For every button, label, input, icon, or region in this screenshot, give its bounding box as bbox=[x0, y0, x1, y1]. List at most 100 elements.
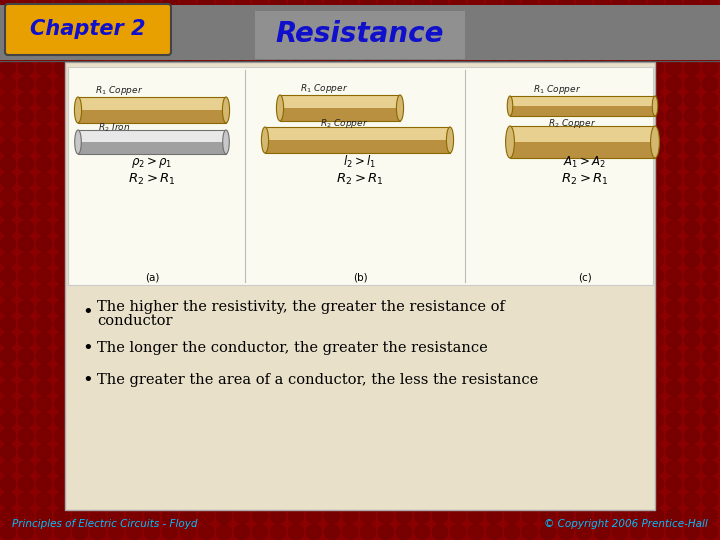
Circle shape bbox=[73, 205, 88, 219]
Circle shape bbox=[469, 429, 484, 443]
Circle shape bbox=[343, 0, 358, 11]
Circle shape bbox=[379, 492, 394, 508]
Circle shape bbox=[253, 524, 268, 539]
Circle shape bbox=[595, 220, 610, 235]
Circle shape bbox=[487, 237, 502, 252]
Circle shape bbox=[649, 220, 664, 235]
Circle shape bbox=[37, 461, 52, 476]
Circle shape bbox=[73, 285, 88, 300]
Circle shape bbox=[415, 285, 430, 300]
Circle shape bbox=[469, 205, 484, 219]
Circle shape bbox=[559, 0, 574, 11]
Text: Principles of Electric Circuits - Floyd: Principles of Electric Circuits - Floyd bbox=[12, 519, 197, 529]
Circle shape bbox=[415, 188, 430, 204]
Circle shape bbox=[199, 29, 214, 44]
Text: The greater the area of a conductor, the less the resistance: The greater the area of a conductor, the… bbox=[97, 373, 539, 387]
Circle shape bbox=[1, 188, 16, 204]
Circle shape bbox=[271, 220, 286, 235]
Circle shape bbox=[397, 413, 412, 428]
Circle shape bbox=[469, 509, 484, 523]
Circle shape bbox=[667, 268, 682, 284]
Text: conductor: conductor bbox=[97, 314, 173, 328]
Circle shape bbox=[559, 509, 574, 523]
Circle shape bbox=[145, 461, 160, 476]
Circle shape bbox=[487, 157, 502, 172]
Circle shape bbox=[343, 492, 358, 508]
Circle shape bbox=[397, 125, 412, 139]
Circle shape bbox=[433, 44, 448, 59]
Circle shape bbox=[55, 77, 70, 91]
Circle shape bbox=[487, 77, 502, 91]
Circle shape bbox=[361, 92, 376, 107]
Circle shape bbox=[271, 60, 286, 76]
Circle shape bbox=[703, 125, 718, 139]
Circle shape bbox=[451, 509, 466, 523]
Circle shape bbox=[415, 77, 430, 91]
Circle shape bbox=[667, 0, 682, 11]
Circle shape bbox=[217, 237, 232, 252]
Circle shape bbox=[397, 253, 412, 267]
Circle shape bbox=[685, 364, 700, 380]
Circle shape bbox=[199, 140, 214, 156]
Circle shape bbox=[451, 476, 466, 491]
Circle shape bbox=[379, 237, 394, 252]
Circle shape bbox=[541, 381, 556, 395]
Circle shape bbox=[595, 12, 610, 28]
Circle shape bbox=[307, 268, 322, 284]
Circle shape bbox=[451, 237, 466, 252]
Circle shape bbox=[91, 381, 106, 395]
Circle shape bbox=[235, 188, 250, 204]
Circle shape bbox=[289, 429, 304, 443]
Circle shape bbox=[19, 461, 34, 476]
Circle shape bbox=[37, 316, 52, 332]
Circle shape bbox=[253, 77, 268, 91]
Circle shape bbox=[145, 220, 160, 235]
Circle shape bbox=[703, 60, 718, 76]
Circle shape bbox=[343, 381, 358, 395]
Circle shape bbox=[487, 413, 502, 428]
Circle shape bbox=[487, 333, 502, 348]
Circle shape bbox=[325, 492, 340, 508]
Circle shape bbox=[325, 44, 340, 59]
Circle shape bbox=[667, 285, 682, 300]
Circle shape bbox=[451, 12, 466, 28]
Circle shape bbox=[361, 509, 376, 523]
Circle shape bbox=[397, 396, 412, 411]
Circle shape bbox=[181, 44, 196, 59]
Circle shape bbox=[325, 300, 340, 315]
Polygon shape bbox=[510, 106, 655, 116]
Circle shape bbox=[631, 77, 646, 91]
Circle shape bbox=[145, 253, 160, 267]
Circle shape bbox=[199, 364, 214, 380]
Circle shape bbox=[433, 492, 448, 508]
Circle shape bbox=[451, 461, 466, 476]
Circle shape bbox=[559, 364, 574, 380]
Circle shape bbox=[217, 509, 232, 523]
Text: The longer the conductor, the greater the resistance: The longer the conductor, the greater th… bbox=[97, 341, 487, 355]
Circle shape bbox=[649, 125, 664, 139]
Circle shape bbox=[1, 413, 16, 428]
Circle shape bbox=[73, 413, 88, 428]
Circle shape bbox=[703, 205, 718, 219]
Circle shape bbox=[415, 44, 430, 59]
Circle shape bbox=[379, 364, 394, 380]
Circle shape bbox=[343, 396, 358, 411]
Circle shape bbox=[487, 476, 502, 491]
Circle shape bbox=[163, 29, 178, 44]
Circle shape bbox=[181, 476, 196, 491]
Circle shape bbox=[91, 300, 106, 315]
Text: $R_2$ Iron: $R_2$ Iron bbox=[98, 121, 130, 133]
Circle shape bbox=[577, 333, 592, 348]
Circle shape bbox=[199, 188, 214, 204]
Circle shape bbox=[163, 509, 178, 523]
Circle shape bbox=[613, 476, 628, 491]
Circle shape bbox=[37, 396, 52, 411]
Circle shape bbox=[415, 316, 430, 332]
Circle shape bbox=[433, 60, 448, 76]
Circle shape bbox=[73, 253, 88, 267]
Circle shape bbox=[235, 172, 250, 187]
Circle shape bbox=[613, 396, 628, 411]
Circle shape bbox=[127, 172, 142, 187]
Circle shape bbox=[289, 364, 304, 380]
Circle shape bbox=[55, 268, 70, 284]
